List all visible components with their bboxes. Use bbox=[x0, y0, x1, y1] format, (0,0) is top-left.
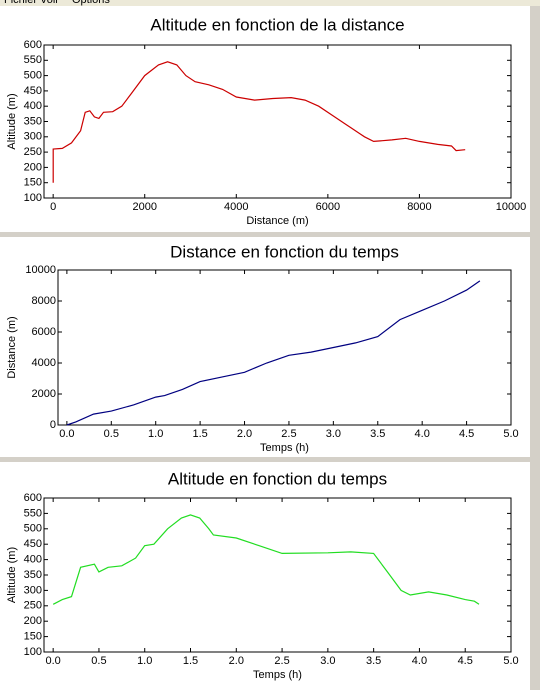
y-tick-label: 400 bbox=[24, 100, 42, 112]
x-tick-label: 5.0 bbox=[503, 428, 518, 440]
y-tick-label: 100 bbox=[24, 646, 42, 658]
y-axis-label: Distance (m) bbox=[6, 316, 18, 378]
x-tick-label: 4.5 bbox=[459, 428, 474, 440]
chart-title: Altitude en fonction de la distance bbox=[150, 15, 404, 34]
x-tick-label: 1.0 bbox=[148, 428, 163, 440]
y-tick-label: 6000 bbox=[32, 326, 56, 338]
x-tick-label: 2.5 bbox=[281, 428, 296, 440]
x-tick-label: 0.5 bbox=[91, 655, 106, 667]
x-tick-label: 1.5 bbox=[183, 655, 198, 667]
x-tick-label: 1.0 bbox=[137, 655, 152, 667]
menu-item[interactable]: Options bbox=[72, 0, 110, 6]
x-tick-label: 5.0 bbox=[503, 655, 518, 667]
x-tick-label: 2.0 bbox=[229, 655, 244, 667]
x-tick-label: 3.0 bbox=[320, 655, 335, 667]
plot-frame bbox=[57, 269, 512, 426]
y-tick-label: 400 bbox=[24, 554, 42, 566]
y-tick-label: 150 bbox=[24, 631, 42, 643]
x-tick-label: 0.0 bbox=[46, 655, 61, 667]
x-axis-label: Temps (h) bbox=[253, 669, 302, 681]
chart-title: Altitude en fonction du temps bbox=[168, 469, 387, 488]
y-tick-label: 300 bbox=[24, 584, 42, 596]
y-tick-label: 2000 bbox=[32, 388, 56, 400]
chart-title: Distance en fonction du temps bbox=[170, 242, 399, 261]
x-tick-label: 3.5 bbox=[366, 655, 381, 667]
x-tick-label: 2000 bbox=[132, 201, 156, 213]
plot-frame bbox=[43, 497, 512, 653]
y-tick-label: 600 bbox=[24, 492, 42, 504]
y-tick-label: 150 bbox=[24, 177, 42, 189]
y-tick-label: 550 bbox=[24, 54, 42, 66]
x-tick-label: 4.0 bbox=[415, 428, 430, 440]
x-tick-label: 2.0 bbox=[237, 428, 252, 440]
x-tick-label: 4000 bbox=[224, 201, 248, 213]
x-tick-label: 1.5 bbox=[192, 428, 207, 440]
y-tick-label: 0 bbox=[50, 419, 56, 431]
y-tick-label: 500 bbox=[24, 523, 42, 535]
separator bbox=[0, 457, 540, 462]
side-bar bbox=[530, 6, 540, 690]
y-tick-label: 200 bbox=[24, 615, 42, 627]
x-tick-label: 0.0 bbox=[59, 428, 74, 440]
y-tick-label: 600 bbox=[24, 39, 42, 51]
y-tick-label: 350 bbox=[24, 569, 42, 581]
x-tick-label: 4.5 bbox=[458, 655, 473, 667]
y-tick-label: 500 bbox=[24, 70, 42, 82]
y-tick-label: 250 bbox=[24, 146, 42, 158]
y-tick-label: 550 bbox=[24, 507, 42, 519]
x-tick-label: 6000 bbox=[316, 201, 340, 213]
menu-bar bbox=[0, 0, 540, 6]
y-tick-label: 450 bbox=[24, 85, 42, 97]
y-tick-label: 200 bbox=[24, 161, 42, 173]
x-tick-label: 0 bbox=[50, 201, 56, 213]
y-axis-label: Altitude (m) bbox=[6, 93, 18, 149]
plot-frame bbox=[43, 44, 512, 199]
data-line bbox=[66, 280, 481, 426]
x-tick-label: 8000 bbox=[407, 201, 431, 213]
x-tick-label: 3.5 bbox=[370, 428, 385, 440]
menu-item[interactable]: Voir bbox=[40, 0, 59, 6]
x-tick-label: 0.5 bbox=[104, 428, 119, 440]
y-tick-label: 250 bbox=[24, 600, 42, 612]
y-tick-label: 8000 bbox=[32, 295, 56, 307]
y-tick-label: 4000 bbox=[32, 357, 56, 369]
x-tick-label: 10000 bbox=[496, 201, 527, 213]
x-axis-label: Distance (m) bbox=[246, 215, 308, 227]
y-tick-label: 450 bbox=[24, 538, 42, 550]
x-tick-label: 4.0 bbox=[412, 655, 427, 667]
y-tick-label: 300 bbox=[24, 131, 42, 143]
separator bbox=[0, 232, 540, 237]
data-line bbox=[52, 61, 466, 183]
y-tick-label: 10000 bbox=[25, 264, 56, 276]
y-tick-label: 350 bbox=[24, 115, 42, 127]
y-axis-label: Altitude (m) bbox=[6, 547, 18, 603]
x-tick-label: 2.5 bbox=[274, 655, 289, 667]
y-tick-label: 100 bbox=[24, 192, 42, 204]
data-line bbox=[52, 514, 480, 605]
x-axis-label: Temps (h) bbox=[260, 442, 309, 454]
x-tick-label: 3.0 bbox=[326, 428, 341, 440]
menu-item[interactable]: Fichier bbox=[4, 0, 37, 6]
